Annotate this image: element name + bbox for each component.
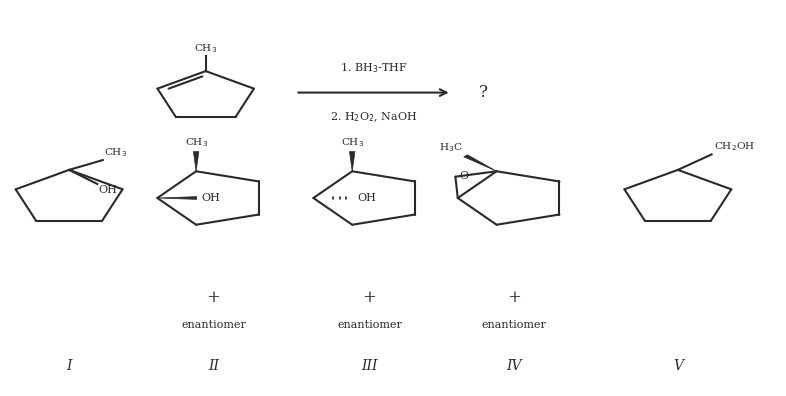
Text: CH$_3$: CH$_3$ [340, 137, 364, 149]
Polygon shape [193, 152, 199, 171]
Polygon shape [464, 155, 497, 171]
Text: V: V [673, 359, 683, 373]
Text: CH$_3$: CH$_3$ [105, 147, 127, 159]
Text: CH$_2$OH: CH$_2$OH [714, 141, 755, 153]
Text: H$_3$C: H$_3$C [439, 141, 463, 154]
Text: CH$_3$: CH$_3$ [194, 42, 217, 55]
Text: OH: OH [99, 185, 118, 195]
Polygon shape [350, 152, 355, 171]
Text: enantiomer: enantiomer [181, 320, 246, 330]
Text: 2. H$_2$O$_2$, NaOH: 2. H$_2$O$_2$, NaOH [330, 110, 417, 124]
Text: +: + [362, 289, 376, 306]
Text: enantiomer: enantiomer [482, 320, 546, 330]
Text: OH: OH [201, 193, 220, 203]
Text: O: O [459, 171, 468, 181]
Text: II: II [208, 359, 219, 373]
Text: CH$_3$: CH$_3$ [185, 137, 208, 149]
Text: I: I [66, 359, 72, 373]
Text: III: III [362, 359, 378, 373]
Text: +: + [207, 289, 220, 306]
Text: IV: IV [506, 359, 522, 373]
Text: 1. BH$_3$-THF: 1. BH$_3$-THF [340, 61, 407, 75]
Polygon shape [157, 197, 196, 199]
Text: OH: OH [357, 193, 376, 203]
Text: ?: ? [479, 84, 488, 101]
Text: enantiomer: enantiomer [337, 320, 402, 330]
Text: +: + [507, 289, 521, 306]
